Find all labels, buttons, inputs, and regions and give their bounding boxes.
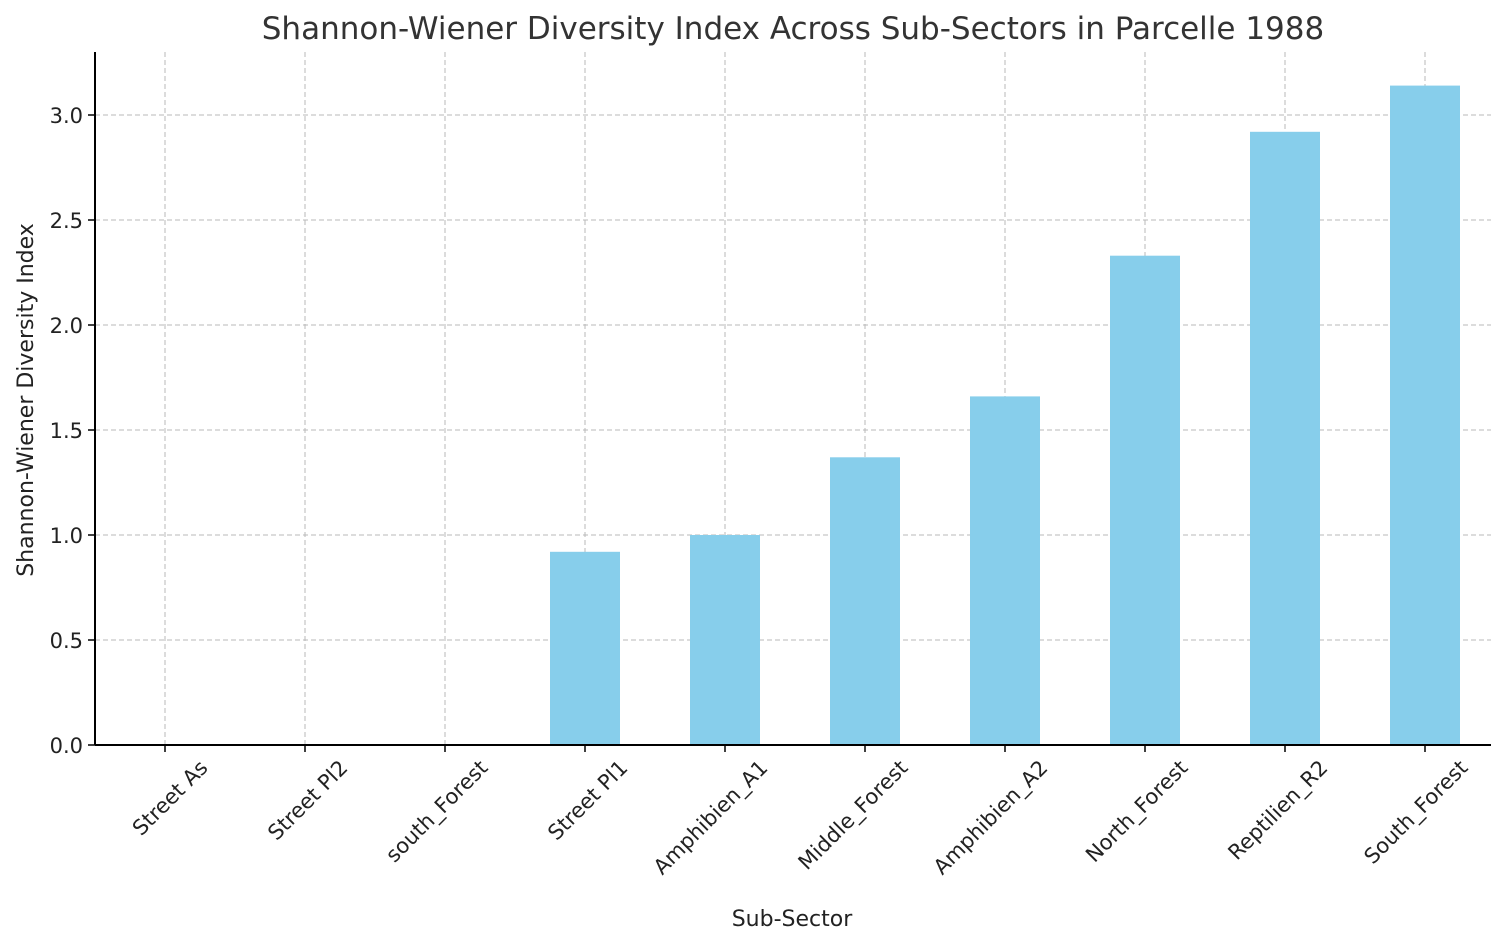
- x-tick-label: Street Pl2: [263, 756, 352, 845]
- bars-layer: [550, 85, 1460, 746]
- bar: [970, 396, 1040, 745]
- y-axis-label: Shannon-Wiener Diversity Index: [14, 223, 39, 577]
- x-tick-label: Reptilien_R2: [1223, 756, 1333, 866]
- x-tick-label: South_Forest: [1359, 756, 1473, 870]
- x-tick-label: Street Pl1: [543, 756, 632, 845]
- y-tick-label: 3.0: [50, 104, 83, 128]
- x-tick-label: south_Forest: [381, 756, 493, 868]
- y-tick-label: 0.5: [50, 629, 83, 653]
- bar: [830, 457, 900, 745]
- bar: [1110, 255, 1180, 745]
- bar: [1250, 131, 1320, 746]
- bar: [690, 535, 760, 745]
- x-tick-label: Amphibien_A1: [649, 756, 773, 880]
- y-tick-label: 1.0: [50, 524, 83, 548]
- x-tick-label: Amphibien_A2: [929, 756, 1053, 880]
- chart-title: Shannon-Wiener Diversity Index Across Su…: [262, 11, 1324, 47]
- x-tick-label: Street As: [128, 756, 213, 841]
- y-tick-label: 2.0: [50, 314, 83, 338]
- y-tick-label: 0.0: [50, 734, 83, 758]
- x-tick-label: North_Forest: [1081, 756, 1193, 868]
- x-axis-label: Sub-Sector: [732, 907, 853, 932]
- x-tick-label: Middle_Forest: [794, 756, 914, 876]
- bar: [1390, 85, 1460, 746]
- y-tick-label: 2.5: [50, 209, 83, 233]
- y-tick-label: 1.5: [50, 419, 83, 443]
- bar: [550, 551, 620, 745]
